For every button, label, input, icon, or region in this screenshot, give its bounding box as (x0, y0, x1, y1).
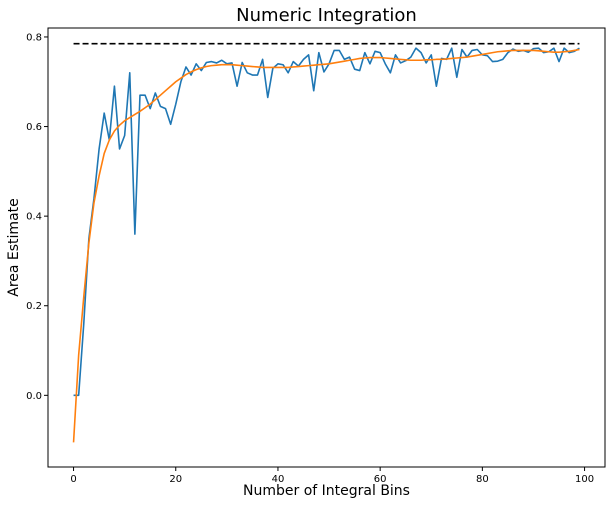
y-tick-label: 0.8 (26, 32, 42, 43)
plot-frame (47, 27, 606, 468)
plot-background (48, 28, 605, 467)
x-tick-label: 60 (374, 474, 387, 485)
x-tick-label: 0 (70, 474, 76, 485)
x-tick-label: 80 (476, 474, 489, 485)
y-tick-label: 0.0 (26, 391, 42, 402)
series-line-1 (73, 47, 580, 397)
x-tick-label: 100 (575, 474, 594, 485)
x-tick-label: 20 (169, 474, 182, 485)
chart-title: Numeric Integration (236, 5, 417, 26)
series-layer (72, 42, 580, 443)
series-line-2 (72, 48, 580, 443)
y-tick-label: 0.2 (26, 301, 42, 312)
axes-layer: 0 20 40 60 80 100 0.0 0.2 0.4 0.6 0.8 (26, 27, 606, 485)
y-tick-label: 0.6 (26, 122, 42, 133)
y-tick-label: 0.4 (26, 212, 42, 223)
y-axis-label: Area Estimate (6, 198, 22, 297)
x-axis-label: Number of Integral Bins (243, 483, 410, 499)
x-tick-label: 40 (272, 474, 285, 485)
